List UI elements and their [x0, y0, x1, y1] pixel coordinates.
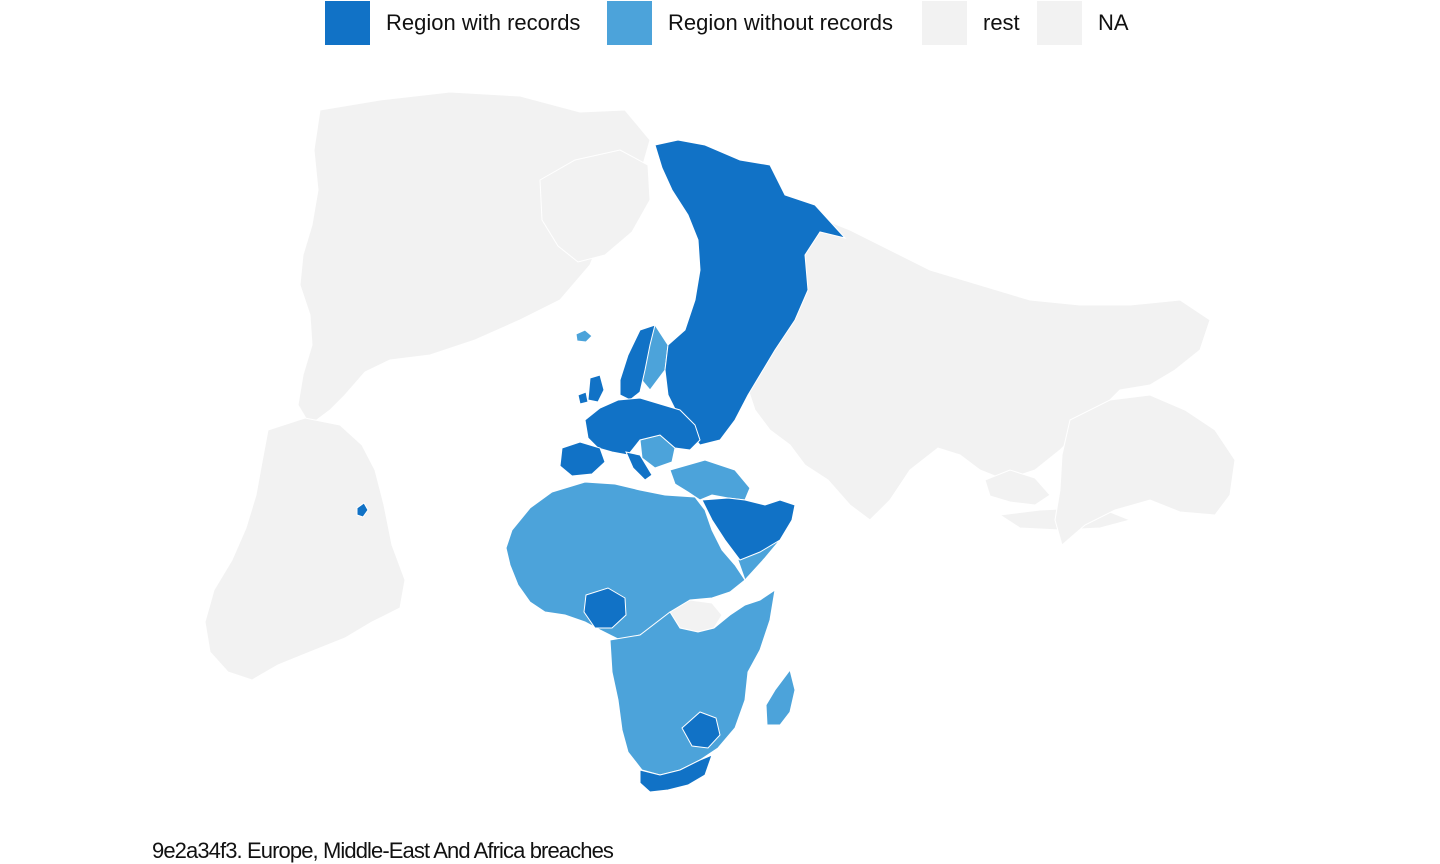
legend-label-with-records: Region with records: [386, 10, 581, 35]
legend-item-rest: rest: [922, 1, 1020, 45]
region-australia: [1054, 394, 1236, 546]
region-russia: [654, 139, 847, 446]
region-madagascar: [765, 668, 796, 726]
without-records-layer: [505, 324, 796, 776]
region-nigeria: [583, 587, 627, 629]
region-central-africa: [609, 588, 776, 776]
with-records-layer: [356, 139, 847, 793]
legend-swatch-na: [1037, 1, 1082, 45]
region-uk: [587, 374, 605, 403]
legend-item-without-records: Region without records: [607, 1, 893, 45]
region-north-africa: [505, 481, 746, 641]
region-ireland: [577, 391, 589, 405]
region-south-america: [204, 417, 406, 681]
region-greenland: [539, 149, 651, 263]
map-caption: 9e2a34f3. Europe, Middle-East And Africa…: [152, 838, 614, 863]
legend: Region with records Region without recor…: [0, 1, 1440, 45]
region-atlantic-island: [356, 502, 369, 518]
legend-item-na: NA: [1037, 1, 1129, 45]
legend-swatch-with-records: [325, 1, 370, 45]
legend-swatch-without-records: [607, 1, 652, 45]
region-north-america: [297, 91, 651, 426]
region-iceland: [575, 329, 593, 343]
legend-label-na: NA: [1098, 10, 1129, 35]
legend-label-rest: rest: [983, 10, 1020, 35]
region-arabia: [701, 497, 796, 561]
rest-land-layer: [204, 91, 1236, 681]
region-iberia: [559, 441, 606, 477]
region-south-africa: [639, 754, 713, 793]
region-scandinavia: [619, 324, 656, 401]
legend-label-without-records: Region without records: [668, 10, 894, 35]
region-middle-east: [669, 459, 751, 501]
region-zimbabwe: [681, 711, 721, 749]
region-italy: [625, 451, 653, 481]
region-western-europe: [584, 397, 701, 456]
region-asia: [744, 209, 1211, 521]
legend-item-with-records: Region with records: [325, 1, 580, 45]
legend-swatch-rest: [922, 1, 967, 45]
region-southeast-asia: [984, 469, 1051, 506]
